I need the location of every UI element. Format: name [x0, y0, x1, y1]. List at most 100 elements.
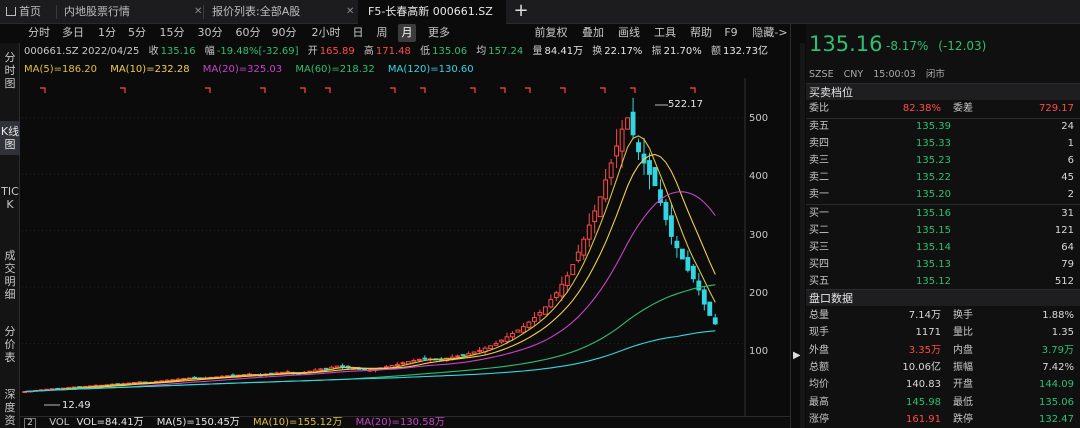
event-marker[interactable] [300, 87, 306, 93]
ask-row[interactable]: 卖四 135.33 1 [809, 135, 1077, 152]
bid-label: 买二 [809, 225, 829, 236]
ask-volume: 6 [1067, 155, 1074, 166]
bid-price: 135.14 [916, 242, 951, 253]
event-marker[interactable] [525, 87, 531, 93]
tab-label: F5-长春高新 000661.SZ [368, 5, 493, 18]
event-marker[interactable] [560, 87, 566, 93]
orderbook-header[interactable]: 买卖档位 [806, 83, 1080, 100]
period-90min[interactable]: 90分 [271, 26, 297, 39]
nav-price-table[interactable]: 分价表 [4, 325, 16, 364]
market-data-header[interactable]: 盘口数据 [806, 289, 1080, 306]
ask-row[interactable]: 卖五 135.39 24 [809, 118, 1077, 135]
event-marker[interactable] [120, 87, 126, 93]
nav-intraday-chart[interactable]: 分时图 [4, 51, 16, 90]
high-label: 高 [363, 46, 374, 57]
event-marker[interactable] [690, 87, 696, 93]
period-1min[interactable]: 1分 [98, 26, 116, 39]
tab-home[interactable]: 首页 [0, 0, 52, 24]
ratio-value: 82.38% [902, 103, 941, 114]
bid-row[interactable]: 买二 135.15 121 [809, 222, 1077, 239]
bid-row[interactable]: 买一 135.16 31 [809, 205, 1077, 222]
vol-ma20: MA(20)=130.58万 [355, 417, 445, 428]
period-week[interactable]: 周 [376, 26, 388, 39]
event-marker[interactable] [470, 87, 476, 93]
event-marker[interactable] [40, 87, 46, 93]
close-icon[interactable]: ✕ [194, 6, 203, 17]
candle [663, 199, 669, 226]
collapse-arrow-icon[interactable]: ▶ [793, 350, 801, 361]
f9-button[interactable]: F9 [724, 26, 738, 39]
candle [707, 301, 713, 316]
market-label: 换手 [953, 310, 973, 321]
ask-row[interactable]: 卖二 135.22 45 [809, 169, 1077, 186]
bid-row[interactable]: 买四 135.13 79 [809, 256, 1077, 273]
tools-button[interactable]: 工具 [654, 26, 676, 39]
bid-price: 135.12 [916, 276, 951, 287]
ma5-line [24, 135, 716, 393]
period-60min[interactable]: 60分 [235, 26, 261, 39]
kline-chart[interactable] [0, 78, 790, 416]
event-marker[interactable] [600, 87, 606, 93]
tab-market[interactable]: 内地股票行情 ✕ [58, 0, 202, 24]
period-5min[interactable]: 5分 [128, 26, 146, 39]
event-marker[interactable] [205, 87, 211, 93]
event-marker[interactable] [420, 87, 426, 93]
help-button[interactable]: 帮助 [690, 26, 712, 39]
ma60-label: MA(60)=218.32 [295, 64, 375, 75]
nav-depth[interactable]: 深度资 [4, 388, 16, 427]
bid-volume: 121 [1054, 225, 1074, 236]
candle [581, 236, 587, 260]
ask-row[interactable]: 卖一 135.20 2 [809, 186, 1077, 203]
period-2h[interactable]: 2小时 [311, 26, 341, 39]
period-multiday[interactable]: 多日 [62, 26, 84, 39]
nav-trade-detail[interactable]: 成交明细 [4, 249, 16, 301]
event-marker[interactable] [630, 87, 636, 93]
volume-pane-number[interactable]: 2 [24, 418, 36, 428]
event-marker[interactable] [325, 87, 331, 93]
candle [422, 355, 428, 361]
event-marker[interactable] [390, 87, 396, 93]
ma120-line [24, 330, 716, 393]
ask-row[interactable]: 卖三 135.23 6 [809, 152, 1077, 169]
low-label: 12.49 [62, 400, 91, 411]
event-marker[interactable] [500, 87, 506, 93]
candle [701, 286, 707, 311]
ask-label: 卖三 [809, 155, 829, 166]
tab-quote-list[interactable]: 报价列表:全部A股 ✕ [206, 0, 355, 24]
candle [482, 346, 488, 356]
period-30min[interactable]: 30分 [197, 26, 223, 39]
market-value: 1.88% [1042, 310, 1074, 321]
market-label: 总量 [809, 310, 829, 321]
candle [553, 290, 559, 301]
panel-scrollbar[interactable] [800, 43, 805, 428]
market-label: 外盘 [809, 344, 829, 356]
bid-label: 买一 [809, 208, 829, 219]
period-day[interactable]: 日 [352, 26, 364, 39]
nav-kline-chart[interactable]: K线图 [0, 121, 20, 155]
hide-panel-button[interactable]: 隐藏-> [752, 26, 788, 39]
market-value: 140.83 [906, 379, 941, 391]
period-15min[interactable]: 15分 [159, 26, 185, 39]
candle [597, 196, 603, 218]
add-tab-button[interactable]: + [513, 0, 529, 21]
tab-label: 内地股票行情 [64, 5, 130, 18]
period-more[interactable]: 更多 [428, 26, 450, 39]
overlay-button[interactable]: 叠加 [582, 26, 604, 39]
draw-button[interactable]: 画线 [618, 26, 640, 39]
bid-row[interactable]: 买三 135.14 64 [809, 239, 1077, 256]
bid-volume: 79 [1061, 259, 1074, 270]
y-tick-200: 200 [749, 288, 769, 299]
close-value: 135.16 [160, 46, 196, 57]
bid-row[interactable]: 买五 135.12 512 [809, 273, 1077, 290]
period-month[interactable]: 月 [398, 24, 416, 42]
nav-tick[interactable]: TICK [1, 185, 19, 211]
period-intraday[interactable]: 分时 [28, 26, 50, 39]
tab-stock[interactable]: F5-长春高新 000661.SZ [358, 0, 506, 24]
adjust-forward-button[interactable]: 前复权 [534, 26, 568, 39]
low-value: 135.06 [432, 46, 468, 57]
event-marker[interactable] [260, 87, 266, 93]
ask-price: 135.20 [916, 189, 951, 200]
market-value: 135.06 [1039, 396, 1074, 408]
candle [416, 358, 422, 362]
close-icon[interactable]: ✕ [346, 6, 355, 17]
